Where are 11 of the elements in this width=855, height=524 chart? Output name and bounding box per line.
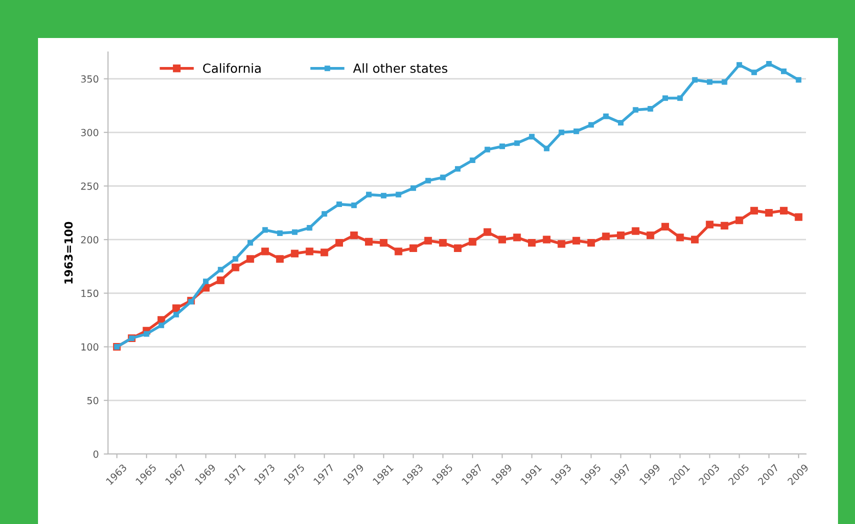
y-tick-label: 50 — [87, 396, 98, 404]
y-tick-label: 0 — [93, 450, 98, 458]
y-tick-label: 200 — [81, 236, 98, 244]
y-tick-label: 350 — [81, 75, 98, 83]
legend-label: All other states — [353, 63, 448, 73]
y-tick-label: 150 — [81, 290, 98, 298]
y-tick-label: 250 — [81, 182, 98, 190]
y-tick-label: 300 — [81, 128, 98, 136]
y-axis-title: 1963=100 — [64, 222, 73, 284]
y-tick-label: 100 — [81, 343, 98, 351]
legend-label: California — [203, 63, 261, 73]
